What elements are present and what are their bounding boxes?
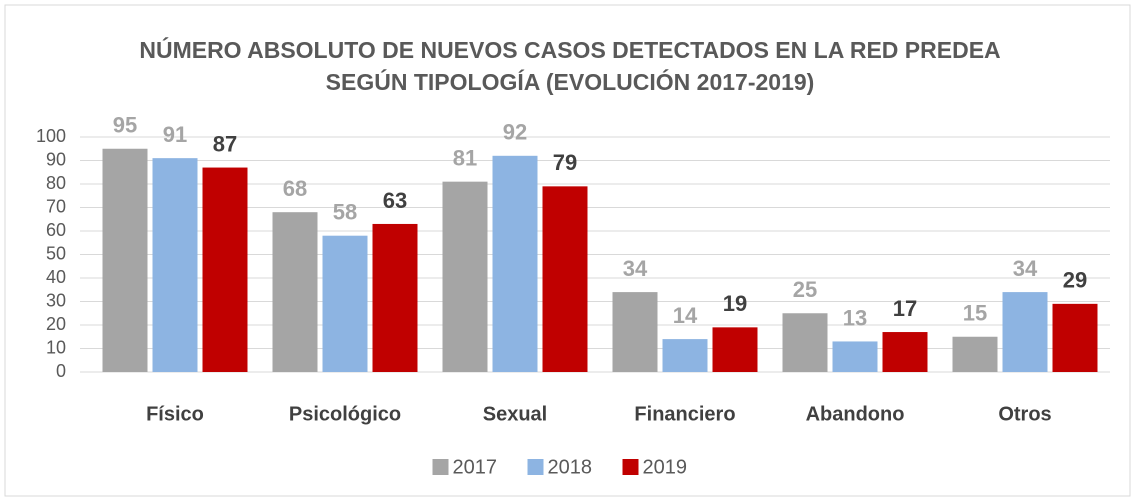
y-tick-label: 60 (46, 220, 66, 240)
data-label: 25 (793, 277, 817, 302)
data-label: 79 (553, 150, 577, 175)
chart-title: NÚMERO ABSOLUTO DE NUEVOS CASOS DETECTAD… (139, 37, 1001, 95)
y-tick-label: 0 (56, 361, 66, 381)
data-label: 91 (163, 122, 187, 147)
bar (1002, 292, 1048, 372)
x-tick-label: Sexual (483, 403, 547, 425)
y-tick-label: 20 (46, 314, 66, 334)
data-label: 13 (843, 305, 867, 330)
bar (152, 158, 198, 372)
bar (832, 341, 878, 372)
bar (442, 181, 488, 372)
data-label: 17 (893, 296, 917, 321)
bar (882, 332, 928, 372)
data-label: 95 (113, 113, 137, 138)
legend-label: 2017 (453, 456, 498, 478)
data-label: 63 (383, 188, 407, 213)
data-label: 15 (963, 301, 987, 326)
data-label: 14 (673, 303, 698, 328)
bar (782, 313, 828, 372)
x-tick-label: Físico (146, 403, 204, 425)
x-tick-label: Otros (998, 403, 1051, 425)
x-tick-label: Psicológico (289, 403, 401, 425)
x-tick-label: Abandono (806, 403, 905, 425)
y-tick-label: 40 (46, 267, 66, 287)
bar (662, 339, 708, 372)
bar (952, 336, 998, 372)
y-tick-label: 10 (46, 337, 66, 357)
y-tick-label: 70 (46, 196, 66, 216)
data-label: 34 (1013, 256, 1038, 281)
y-tick-label: 100 (36, 126, 66, 146)
bar (272, 212, 318, 372)
y-tick-label: 30 (46, 290, 66, 310)
bar (712, 327, 758, 372)
bar (542, 186, 588, 372)
data-label: 19 (723, 291, 747, 316)
chart-border (4, 4, 1131, 497)
data-label: 81 (453, 145, 477, 170)
bar (202, 167, 248, 372)
y-tick-label: 80 (46, 173, 66, 193)
data-label: 58 (333, 200, 357, 225)
bar (372, 223, 418, 372)
data-label: 34 (623, 256, 648, 281)
legend-swatch (527, 459, 544, 475)
bar (492, 155, 538, 372)
y-tick-label: 90 (46, 149, 66, 169)
legend-swatch (622, 459, 639, 475)
legend-swatch (432, 459, 449, 475)
bar (612, 292, 658, 372)
data-label: 92 (503, 120, 527, 145)
bar (102, 148, 148, 372)
x-tick-label: Financiero (634, 403, 735, 425)
data-label: 29 (1063, 268, 1087, 293)
legend-label: 2018 (548, 456, 593, 478)
data-label: 68 (283, 176, 307, 201)
bar (1052, 303, 1098, 372)
y-tick-label: 50 (46, 243, 66, 263)
legend-label: 2019 (643, 456, 688, 478)
data-label: 87 (213, 131, 237, 156)
bar (322, 235, 368, 372)
